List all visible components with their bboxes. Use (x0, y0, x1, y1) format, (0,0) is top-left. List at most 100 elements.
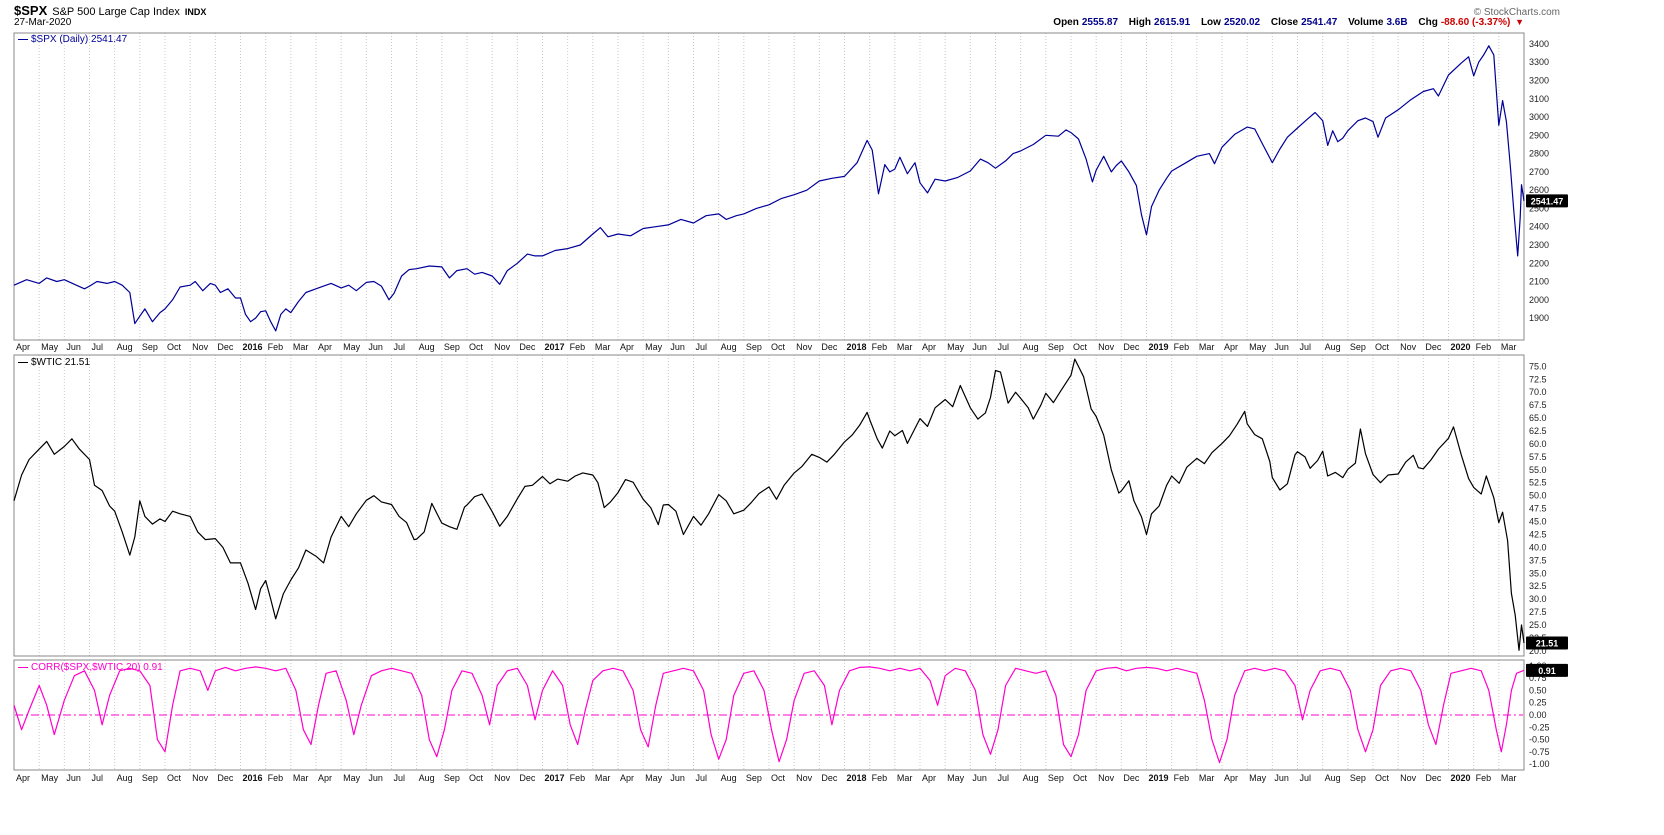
x-axis-tick: Jul (998, 773, 1010, 783)
x-axis-tick: Sep (1350, 342, 1366, 352)
x-axis-tick: Aug (117, 342, 133, 352)
wtic-last-value-tag (1526, 636, 1568, 650)
x-axis-tick: Jul (998, 342, 1010, 352)
x-axis-tick: Sep (142, 342, 158, 352)
x-axis-tick: Jun (66, 342, 81, 352)
y-axis-tick: 75.0 (1529, 361, 1547, 371)
quote-strip: Open 2555.87 High 2615.91 Low 2520.02 Close… (1045, 17, 1524, 28)
x-axis-tick: Dec (821, 773, 838, 783)
x-axis-tick: Mar (595, 342, 611, 352)
x-axis-tick: Jun (368, 773, 383, 783)
x-axis-tick: Oct (1375, 773, 1390, 783)
x-axis-tick: Oct (167, 342, 182, 352)
x-axis-tick: Nov (1400, 773, 1417, 783)
close-label: Close (1270, 17, 1299, 28)
x-axis-tick: May (1249, 342, 1267, 352)
close-value: 2541.47 (1301, 17, 1338, 28)
y-axis-tick: 1900 (1529, 313, 1549, 323)
y-axis-tick: 25.0 (1529, 620, 1547, 630)
x-axis-tick: Oct (1073, 342, 1088, 352)
chart-header: $SPX S&P 500 Large Cap Index INDX © StockC… (14, 2, 1560, 20)
x-axis-tick: Dec (217, 342, 234, 352)
x-axis-tick: Feb (1476, 773, 1492, 783)
x-axis-tick: Sep (1048, 773, 1064, 783)
x-axis-tick: Mar (1501, 773, 1517, 783)
low-label: Low (1200, 17, 1221, 28)
x-axis-tick: May (343, 773, 361, 783)
x-axis-tick: Jun (670, 342, 685, 352)
x-axis-tick: Aug (1325, 342, 1341, 352)
corr-last-value: 0.91 (1538, 666, 1556, 676)
y-axis-tick: -0.75 (1529, 747, 1550, 757)
y-axis-tick: 60.0 (1529, 439, 1547, 449)
low-value: 2520.02 (1223, 17, 1261, 28)
y-axis-tick: 0.75 (1529, 673, 1547, 683)
x-axis-tick: Feb (268, 773, 284, 783)
y-axis-tick: 57.5 (1529, 452, 1547, 462)
x-axis-tick: Sep (142, 773, 158, 783)
y-axis-tick: 37.5 (1529, 555, 1547, 565)
x-axis-tick: Aug (1023, 773, 1039, 783)
legend-spx-label: $SPX (Daily) 2541.47 (31, 34, 128, 45)
x-axis-tick: Jul (92, 773, 104, 783)
legend-spx: — $SPX (Daily) 2541.47 (18, 34, 127, 45)
y-axis-tick: 2900 (1529, 130, 1549, 140)
x-axis-tick: Nov (796, 342, 813, 352)
x-axis-tick: Nov (192, 773, 209, 783)
y-axis-tick: 27.5 (1529, 607, 1547, 617)
x-axis-tick: Sep (1048, 342, 1064, 352)
y-axis-tick: -1.00 (1529, 759, 1550, 769)
y-axis-tick: 72.5 (1529, 374, 1547, 384)
y-axis-tick: 2300 (1529, 240, 1549, 250)
legend-wtic-label: $WTIC 21.51 (31, 357, 90, 368)
x-axis-tick: May (947, 342, 965, 352)
x-axis-tick: Nov (796, 773, 813, 783)
x-axis-tick: Apr (620, 342, 634, 352)
x-axis-tick: May (41, 342, 59, 352)
x-axis-tick: Aug (117, 773, 133, 783)
x-axis-tick: Feb (872, 342, 888, 352)
x-axis-tick: Aug (1325, 773, 1341, 783)
x-axis-tick: Mar (293, 342, 309, 352)
x-axis-tick: May (343, 342, 361, 352)
x-axis-tick: Nov (1098, 773, 1115, 783)
x-axis-tick: Jul (1300, 342, 1312, 352)
x-axis-tick: Feb (570, 773, 586, 783)
y-axis-tick: 0.25 (1529, 698, 1547, 708)
chg-label: Chg (1418, 17, 1438, 28)
x-axis-tick: Jun (670, 773, 685, 783)
x-axis-tick: Dec (821, 342, 838, 352)
x-axis-tick: Apr (16, 773, 30, 783)
legend-wtic: — $WTIC 21.51 (18, 357, 90, 368)
panel-border (13, 32, 1525, 341)
x-axis-tick: Sep (444, 773, 460, 783)
x-axis-tick: Mar (595, 773, 611, 783)
y-axis-tick: 2600 (1529, 185, 1549, 195)
x-axis-tick: Aug (419, 342, 435, 352)
y-axis-tick: -0.25 (1529, 722, 1550, 732)
open-label: Open (1053, 17, 1079, 28)
y-axis-tick: 3000 (1529, 112, 1549, 122)
x-axis-tick: Jun (368, 342, 383, 352)
x-axis-tick: Oct (771, 773, 786, 783)
spx-last-value: 2541.47 (1531, 196, 1564, 206)
y-axis-tick: 45.0 (1529, 517, 1547, 527)
high-label: High (1128, 17, 1152, 28)
corr-last-value-tag (1526, 663, 1568, 677)
x-axis-tick: Feb (268, 342, 284, 352)
x-axis-tick: May (645, 342, 663, 352)
down-triangle-icon: ▼ (1515, 17, 1524, 27)
x-axis-tick: Jun (1274, 773, 1289, 783)
x-axis-tick: Aug (419, 773, 435, 783)
x-axis-tick: Mar (897, 342, 913, 352)
high-value: 2615.91 (1154, 17, 1191, 28)
wtic-line-swatch: — (18, 357, 28, 368)
x-axis-tick: Sep (746, 773, 762, 783)
x-axis-tick: Feb (1174, 342, 1190, 352)
y-axis-tick: 3400 (1529, 39, 1549, 49)
x-axis-tick: Feb (570, 342, 586, 352)
x-axis-tick: 2019 (1149, 773, 1169, 783)
spx-line (13, 45, 1525, 332)
wtic-last-value: 21.51 (1536, 639, 1559, 649)
